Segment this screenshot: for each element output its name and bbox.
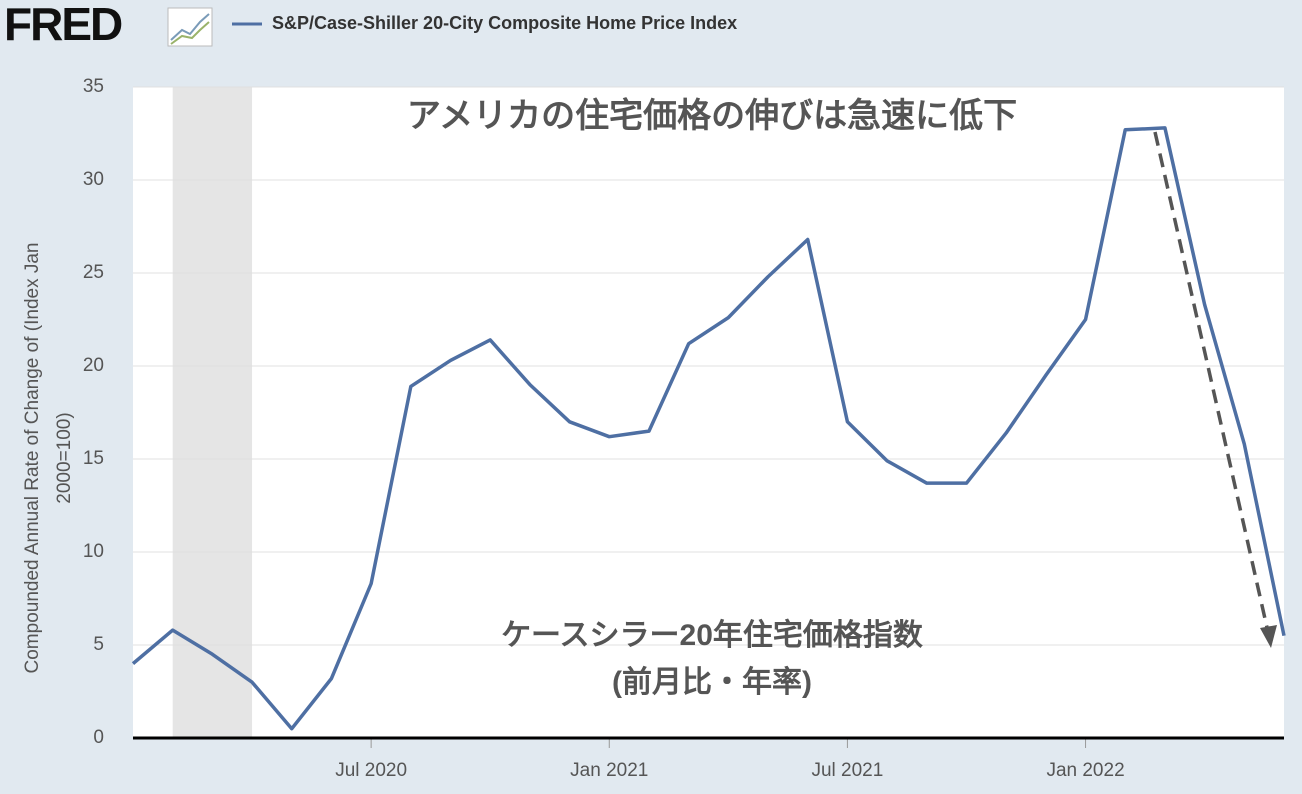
- y-tick-label: 35: [83, 76, 104, 97]
- legend-label: S&P/Case-Shiller 20-City Composite Home …: [272, 13, 737, 33]
- y-tick-label: 30: [83, 169, 104, 190]
- y-tick-label: 5: [93, 634, 104, 655]
- y-axis-label: 2000=100): [54, 412, 75, 503]
- logo-icon: [167, 7, 213, 47]
- annotation: (前月比・年率): [612, 666, 812, 699]
- brand-logo: FRED: [4, 0, 122, 50]
- annotation-title: アメリカの住宅価格の伸びは急速に低下: [407, 96, 1017, 135]
- data-line: [131, 126, 1286, 731]
- y-tick-label: 10: [83, 541, 104, 562]
- y-tick-label: 25: [83, 262, 104, 283]
- plot-area: [133, 87, 1284, 738]
- y-tick-label: 15: [83, 448, 104, 469]
- x-tick-label: Jan 2022: [1046, 760, 1124, 781]
- y-axis-label: Compounded Annual Rate of Change of (Ind…: [22, 243, 43, 674]
- x-tick-label: Jan 2021: [570, 760, 648, 781]
- x-tick-label: Jul 2020: [335, 760, 407, 781]
- annotation: ケースシラー20年住宅価格指数: [501, 618, 924, 652]
- y-tick-label: 20: [83, 355, 104, 376]
- recession-shading: [172, 87, 253, 738]
- x-tick-label: Jul 2021: [811, 760, 883, 781]
- y-tick-label: 0: [93, 727, 104, 748]
- arrow: [1153, 131, 1277, 648]
